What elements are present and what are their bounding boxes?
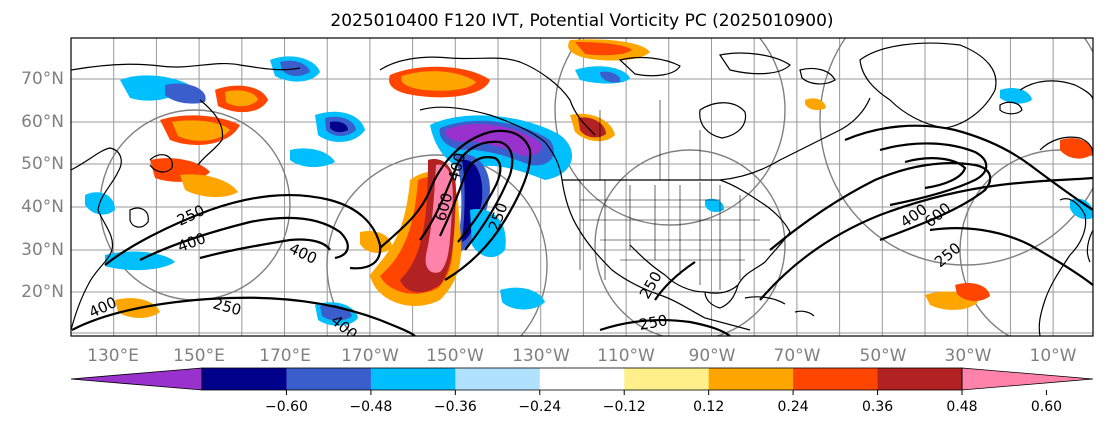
map-frame xyxy=(70,37,1094,337)
lat-label: 70°N xyxy=(21,69,64,89)
map-panel: 250 400 400 400 600 400 250 400 250 250 … xyxy=(70,37,1094,337)
map-title: 2025010400 F120 IVT, Potential Vorticity… xyxy=(330,11,833,31)
longitude-labels: 130°E 150°E 170°E 170°W 150°W 130°W 110°… xyxy=(87,346,1077,366)
colorbar-bin xyxy=(202,368,287,390)
lon-label: 130°W xyxy=(512,346,570,366)
lon-label: 170°E xyxy=(259,346,311,366)
colorbar-tick-label: 0.60 xyxy=(1031,399,1062,415)
lon-label: 170°W xyxy=(341,346,399,366)
colorbar-tick-label: −0.36 xyxy=(434,399,477,415)
lon-label: 70°W xyxy=(774,346,821,366)
colorbar-bin xyxy=(877,368,963,390)
colorbar-extend-low xyxy=(70,367,203,391)
lon-label: 50°W xyxy=(860,346,907,366)
lat-label: 50°N xyxy=(21,154,64,174)
lon-label: 150°W xyxy=(426,346,484,366)
colorbar-bin xyxy=(370,368,456,390)
lon-label: 130°E xyxy=(87,346,139,366)
colorbar-bin xyxy=(539,368,625,390)
latitude-labels: 70°N 60°N 50°N 40°N 30°N 20°N xyxy=(21,69,64,302)
lon-label: 150°E xyxy=(173,346,225,366)
lon-label: 30°W xyxy=(945,346,992,366)
colorbar-bin xyxy=(793,368,879,390)
lat-label: 60°N xyxy=(21,112,64,132)
colorbar-tick-label: 0.12 xyxy=(693,399,724,415)
colorbar-tick-label: −0.12 xyxy=(603,399,646,415)
lat-label: 20°N xyxy=(21,282,64,302)
colorbar-tick-label: −0.60 xyxy=(265,399,308,415)
colorbar-bin xyxy=(286,368,372,390)
colorbar-tick-label: 0.48 xyxy=(946,399,977,415)
colorbar-tick-label: −0.48 xyxy=(349,399,392,415)
lon-label: 10°W xyxy=(1030,346,1077,366)
lon-label: 110°W xyxy=(597,346,655,366)
coastlines xyxy=(71,42,1093,336)
pv-shading xyxy=(85,39,1093,326)
colorbar-tick-label: −0.24 xyxy=(518,399,561,415)
colorbar: −0.60 −0.48 −0.36 −0.24 −0.12 0.12 0.24 0.36 0.4… xyxy=(70,367,1094,415)
state-borders xyxy=(579,100,770,290)
contour-label: 250 xyxy=(638,311,669,334)
colorbar-tick-label: 0.24 xyxy=(778,399,809,415)
ivt-contours xyxy=(71,124,1093,336)
lat-label: 40°N xyxy=(21,197,64,217)
lon-label: 90°W xyxy=(689,346,736,366)
colorbar-extend-high xyxy=(961,367,1094,391)
colorbar-outline xyxy=(201,367,963,391)
lat-label: 30°N xyxy=(21,240,64,260)
colorbar-tick-label: 0.36 xyxy=(862,399,893,415)
colorbar-bin xyxy=(624,368,710,390)
colorbar-bin xyxy=(708,368,794,390)
colorbar-bin xyxy=(455,368,541,390)
